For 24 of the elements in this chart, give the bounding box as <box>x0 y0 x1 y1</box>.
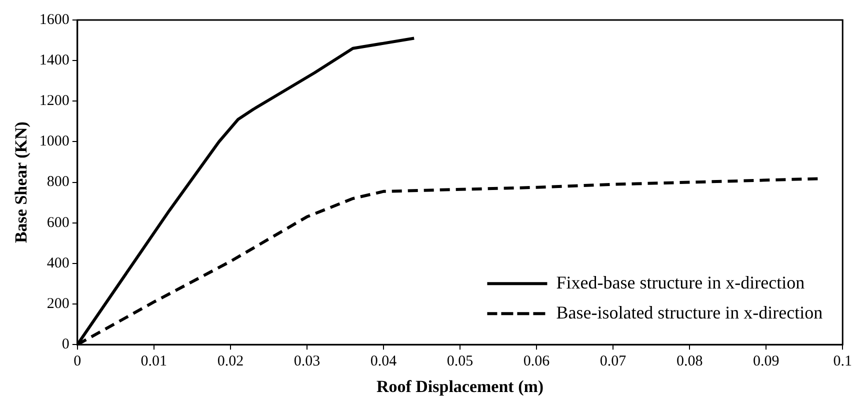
y-tick-label: 1600 <box>39 12 70 28</box>
x-tick-label: 0.03 <box>294 354 320 370</box>
x-tick-label: 0.06 <box>523 354 550 370</box>
x-tick-label: 0.01 <box>140 354 168 370</box>
legend-label: Base-isolated structure in x-direction <box>556 302 823 322</box>
x-tick-label: 0.05 <box>446 354 474 370</box>
x-axis-title: Roof Displacement (m) <box>376 377 544 396</box>
y-tick-label: 600 <box>46 214 70 231</box>
y-tick-label: 1000 <box>39 134 70 150</box>
y-tick-label: 0 <box>62 336 70 353</box>
y-tick-label: 800 <box>46 174 70 190</box>
legend-label: Fixed-base structure in x-direction <box>556 272 805 292</box>
x-tick-label: 0.09 <box>752 354 780 370</box>
y-axis-title: Base Shear (KN) <box>12 122 31 244</box>
y-tick-label: 1400 <box>39 52 70 69</box>
x-tick-label: 0.04 <box>370 354 398 370</box>
x-tick-label: 0.1 <box>833 354 852 370</box>
x-tick-label: 0.07 <box>600 354 627 370</box>
x-tick-label: 0.08 <box>676 354 703 370</box>
y-tick-label: 400 <box>46 255 70 272</box>
x-tick-label: 0.02 <box>217 354 244 370</box>
y-tick-label: 1200 <box>39 93 70 110</box>
y-tick-label: 200 <box>46 296 70 312</box>
x-tick-label: 0 <box>74 354 82 370</box>
